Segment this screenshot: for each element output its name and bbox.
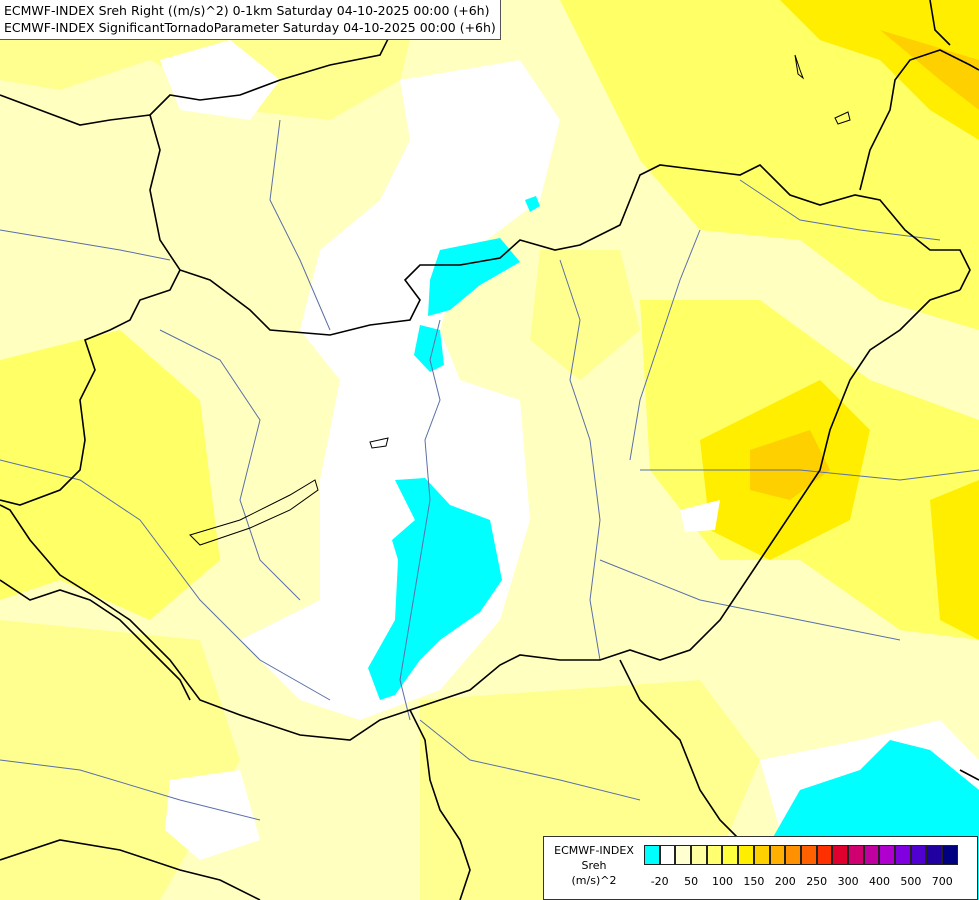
sreh-area-ne-strong <box>780 0 979 140</box>
legend-tick-label: -20 <box>650 875 669 888</box>
legend-tick-label: 200 <box>774 875 796 888</box>
legend-swatch <box>644 845 660 865</box>
legend-tick-label: 400 <box>869 875 890 888</box>
legend-swatch <box>816 845 833 865</box>
sreh-area-east-orange <box>750 430 830 500</box>
river-south <box>419 719 641 801</box>
border-bosnia <box>0 839 261 900</box>
river-north <box>269 119 331 331</box>
legend-swatch <box>659 845 676 865</box>
legend-swatch <box>863 845 880 865</box>
legend-swatch <box>800 845 817 865</box>
river-upper <box>739 179 941 241</box>
river-drava <box>0 459 331 701</box>
river-tisza <box>559 259 601 661</box>
legend-swatch <box>942 845 958 865</box>
river-northwest <box>0 229 171 261</box>
legend-title-line-3: (m/s)^2 <box>571 874 617 887</box>
border-romania-serbia <box>619 659 741 841</box>
legend-tick-label: 150 <box>743 875 765 888</box>
map-title-line-2: ECMWF-INDEX SignificantTornadoParameter … <box>4 20 496 35</box>
sreh-area-ne <box>560 0 979 330</box>
cyan-area-south <box>368 478 502 700</box>
legend-swatch <box>910 845 927 865</box>
legend-title: ECMWF-INDEX Sreh (m/s)^2 <box>544 843 644 888</box>
legend-swatch <box>722 845 739 865</box>
map-title-line-1: ECMWF-INDEX Sreh Right ((m/s)^2) 0-1km S… <box>4 3 490 18</box>
border-serbia <box>409 709 471 900</box>
legend-swatch <box>675 845 692 865</box>
legend-ticks: -20 50 100 150 200 250 300 400 500 700 <box>644 875 974 891</box>
legend-swatches <box>644 845 958 865</box>
legend-tick-label: 500 <box>900 875 922 888</box>
river-danube <box>399 319 441 721</box>
cyan-patch-north <box>525 196 540 212</box>
border-croatia <box>0 579 191 701</box>
legend-swatch <box>832 845 848 865</box>
map-title-box: ECMWF-INDEX Sreh Right ((m/s)^2) 0-1km S… <box>0 0 501 40</box>
border-se <box>959 769 979 781</box>
legend-tick-label: 50 <box>684 875 699 888</box>
border-hungary-south <box>0 289 961 741</box>
border-ukraine-north <box>929 0 951 46</box>
legend-swatch <box>691 845 707 865</box>
river-northeast <box>629 229 701 461</box>
legend-title-line-2: Sreh <box>581 859 607 872</box>
river-west <box>159 329 301 601</box>
white-area-north <box>160 40 280 120</box>
color-legend: ECMWF-INDEX Sreh (m/s)^2 -20 50 100 150 200 2… <box>543 836 978 900</box>
lake-balaton <box>189 479 319 546</box>
cyan-area-center-small <box>414 325 444 372</box>
legend-tick-label: 700 <box>931 875 953 888</box>
lake-ne <box>834 111 851 125</box>
legend-swatch <box>847 845 864 865</box>
legend-title-line-1: ECMWF-INDEX <box>554 844 634 857</box>
white-patch-sw <box>165 770 260 860</box>
sreh-area-se-strong <box>930 480 979 640</box>
legend-swatch <box>753 845 770 865</box>
rivers <box>0 119 979 821</box>
legend-tick-label: 100 <box>712 875 733 888</box>
legend-swatch <box>706 845 723 865</box>
white-patch-east <box>680 500 720 532</box>
river-east-south <box>599 559 901 641</box>
legend-swatch <box>895 845 911 865</box>
legend-swatch <box>926 845 943 865</box>
legend-swatch <box>738 845 754 865</box>
legend-tick-label: 300 <box>837 875 859 888</box>
sreh-area-center <box>530 250 640 380</box>
river-sava <box>0 759 261 821</box>
lake-north <box>794 54 805 80</box>
river-mures <box>640 469 979 481</box>
border-austria <box>0 269 181 506</box>
cyan-area-north <box>428 238 520 316</box>
sreh-area-ne-orange <box>880 30 979 110</box>
legend-swatch <box>769 845 786 865</box>
border-ukraine <box>859 49 979 191</box>
legend-tick-label: 250 <box>806 875 828 888</box>
legend-swatch <box>879 845 895 865</box>
border-hungary-north <box>0 94 971 336</box>
lakes <box>189 54 851 546</box>
legend-swatch <box>785 845 801 865</box>
sreh-area-west <box>0 330 220 620</box>
lake-velence <box>369 437 389 449</box>
